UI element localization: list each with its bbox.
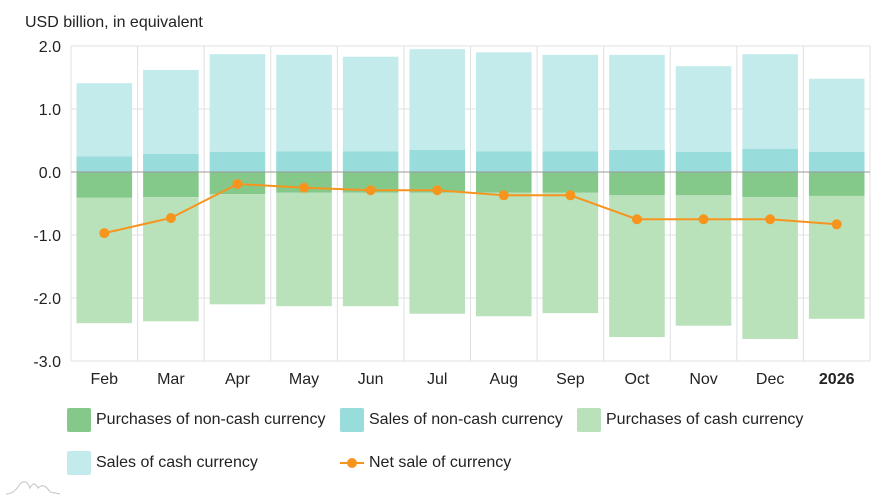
legend-item-net-sale[interactable]: Net sale of currency — [340, 451, 511, 475]
bar-sales-of-non-cash-currency — [542, 151, 599, 172]
y-tick-label: 2.0 — [39, 39, 61, 56]
net-sale-line — [104, 182, 837, 235]
x-tick-label: May — [289, 371, 319, 388]
legend-item-purchases-non-cash[interactable]: Purchases of non-cash currency — [67, 408, 325, 432]
y-tick-label: 1.0 — [39, 102, 61, 119]
x-tick-label: Dec — [756, 371, 784, 388]
bar-purchases-of-non-cash-currency — [409, 172, 465, 193]
legend-label: Purchases of cash currency — [606, 411, 804, 428]
legend-item-sales-cash[interactable]: Sales of cash currency — [67, 451, 258, 475]
bar-sales-of-cash-currency — [742, 54, 798, 149]
x-tick-label: Oct — [625, 371, 650, 388]
bar-purchases-of-non-cash-currency — [76, 172, 133, 198]
bar-sales-of-non-cash-currency — [409, 149, 465, 172]
bar-purchases-of-non-cash-currency — [742, 172, 798, 198]
net-sale-point — [565, 190, 576, 201]
bar-purchases-of-cash-currency — [476, 192, 532, 317]
bar-sales-of-non-cash-currency — [675, 151, 732, 172]
net-sale-point — [432, 185, 443, 196]
net-sale-point — [498, 190, 509, 201]
x-tick-label: Sep — [556, 371, 585, 388]
legend-label: Purchases of non-cash currency — [96, 411, 326, 428]
net-sale-point — [698, 214, 709, 225]
bar-purchases-of-cash-currency — [276, 192, 332, 307]
legend-label: Net sale of currency — [369, 454, 512, 471]
y-tick-label: -1.0 — [33, 228, 61, 245]
bar-sales-of-cash-currency — [143, 69, 199, 154]
bar-sales-of-cash-currency — [409, 49, 465, 150]
y-tick-label: -2.0 — [33, 291, 61, 308]
bar-sales-of-non-cash-currency — [476, 151, 532, 172]
bar-sales-of-cash-currency — [542, 54, 599, 152]
bar-purchases-of-non-cash-currency — [675, 172, 732, 196]
x-tick-label: Aug — [490, 371, 518, 388]
bar-sales-of-non-cash-currency — [209, 151, 266, 172]
legend-swatch — [340, 408, 364, 432]
x-tick-label: Feb — [91, 371, 119, 388]
legend-swatch — [67, 451, 91, 475]
legend-item-sales-non-cash[interactable]: Sales of non-cash currency — [340, 408, 563, 432]
bar-purchases-of-non-cash-currency — [808, 172, 865, 196]
bar-purchases-of-cash-currency — [542, 192, 599, 314]
net-sale-point — [831, 219, 842, 230]
x-tick-label: Apr — [225, 371, 251, 388]
legend-swatch — [577, 408, 601, 432]
net-sale-point — [299, 182, 310, 193]
net-sale-point — [165, 212, 176, 223]
bar-sales-of-cash-currency — [76, 83, 133, 157]
bar-sales-of-non-cash-currency — [742, 148, 798, 172]
bar-sales-of-non-cash-currency — [609, 149, 665, 172]
bar-purchases-of-cash-currency — [76, 197, 133, 324]
x-tick-label: Mar — [157, 371, 185, 388]
net-sale-point — [365, 185, 376, 196]
bar-sales-of-cash-currency — [476, 52, 532, 152]
bar-purchases-of-non-cash-currency — [542, 172, 599, 193]
legend-label: Sales of non-cash currency — [369, 411, 563, 428]
bar-sales-of-non-cash-currency — [808, 151, 865, 172]
x-tick-label: Jun — [358, 371, 384, 388]
bar-sales-of-cash-currency — [342, 56, 399, 152]
bar-sales-of-cash-currency — [808, 78, 865, 152]
net-sale-point — [99, 228, 110, 239]
y-axis-label: USD billion, in equivalent — [25, 14, 203, 31]
net-sale-point — [631, 214, 642, 225]
bar-sales-of-non-cash-currency — [276, 151, 332, 172]
legend-swatch — [67, 408, 91, 432]
bar-sales-of-non-cash-currency — [76, 156, 133, 172]
bar-purchases-of-non-cash-currency — [143, 172, 199, 198]
bar-sales-of-non-cash-currency — [342, 151, 399, 172]
bar-sales-of-cash-currency — [609, 54, 665, 150]
bar-purchases-of-cash-currency — [808, 195, 865, 319]
net-sale-point — [232, 178, 243, 189]
bar-sales-of-cash-currency — [209, 54, 266, 152]
bar-purchases-of-cash-currency — [409, 192, 465, 314]
x-tick-label: Jul — [427, 371, 447, 388]
legend-item-purchases-cash[interactable]: Purchases of cash currency — [577, 408, 803, 432]
legend-line-marker-icon — [340, 458, 364, 468]
bar-purchases-of-cash-currency — [209, 194, 266, 305]
net-sale-point — [765, 214, 776, 225]
x-tick-label: Nov — [689, 371, 717, 388]
bar-sales-of-cash-currency — [276, 54, 332, 152]
y-tick-label: -3.0 — [33, 354, 61, 371]
bar-purchases-of-non-cash-currency — [342, 172, 399, 193]
y-tick-label: 0.0 — [39, 165, 61, 182]
legend-label: Sales of cash currency — [96, 454, 258, 471]
bar-purchases-of-non-cash-currency — [609, 172, 665, 196]
bar-sales-of-non-cash-currency — [143, 153, 199, 172]
bar-purchases-of-non-cash-currency — [476, 172, 532, 193]
logo-icon — [5, 481, 61, 495]
bar-purchases-of-cash-currency — [342, 192, 399, 307]
x-tick-label: 2026 — [819, 371, 855, 388]
bar-sales-of-cash-currency — [675, 66, 732, 152]
